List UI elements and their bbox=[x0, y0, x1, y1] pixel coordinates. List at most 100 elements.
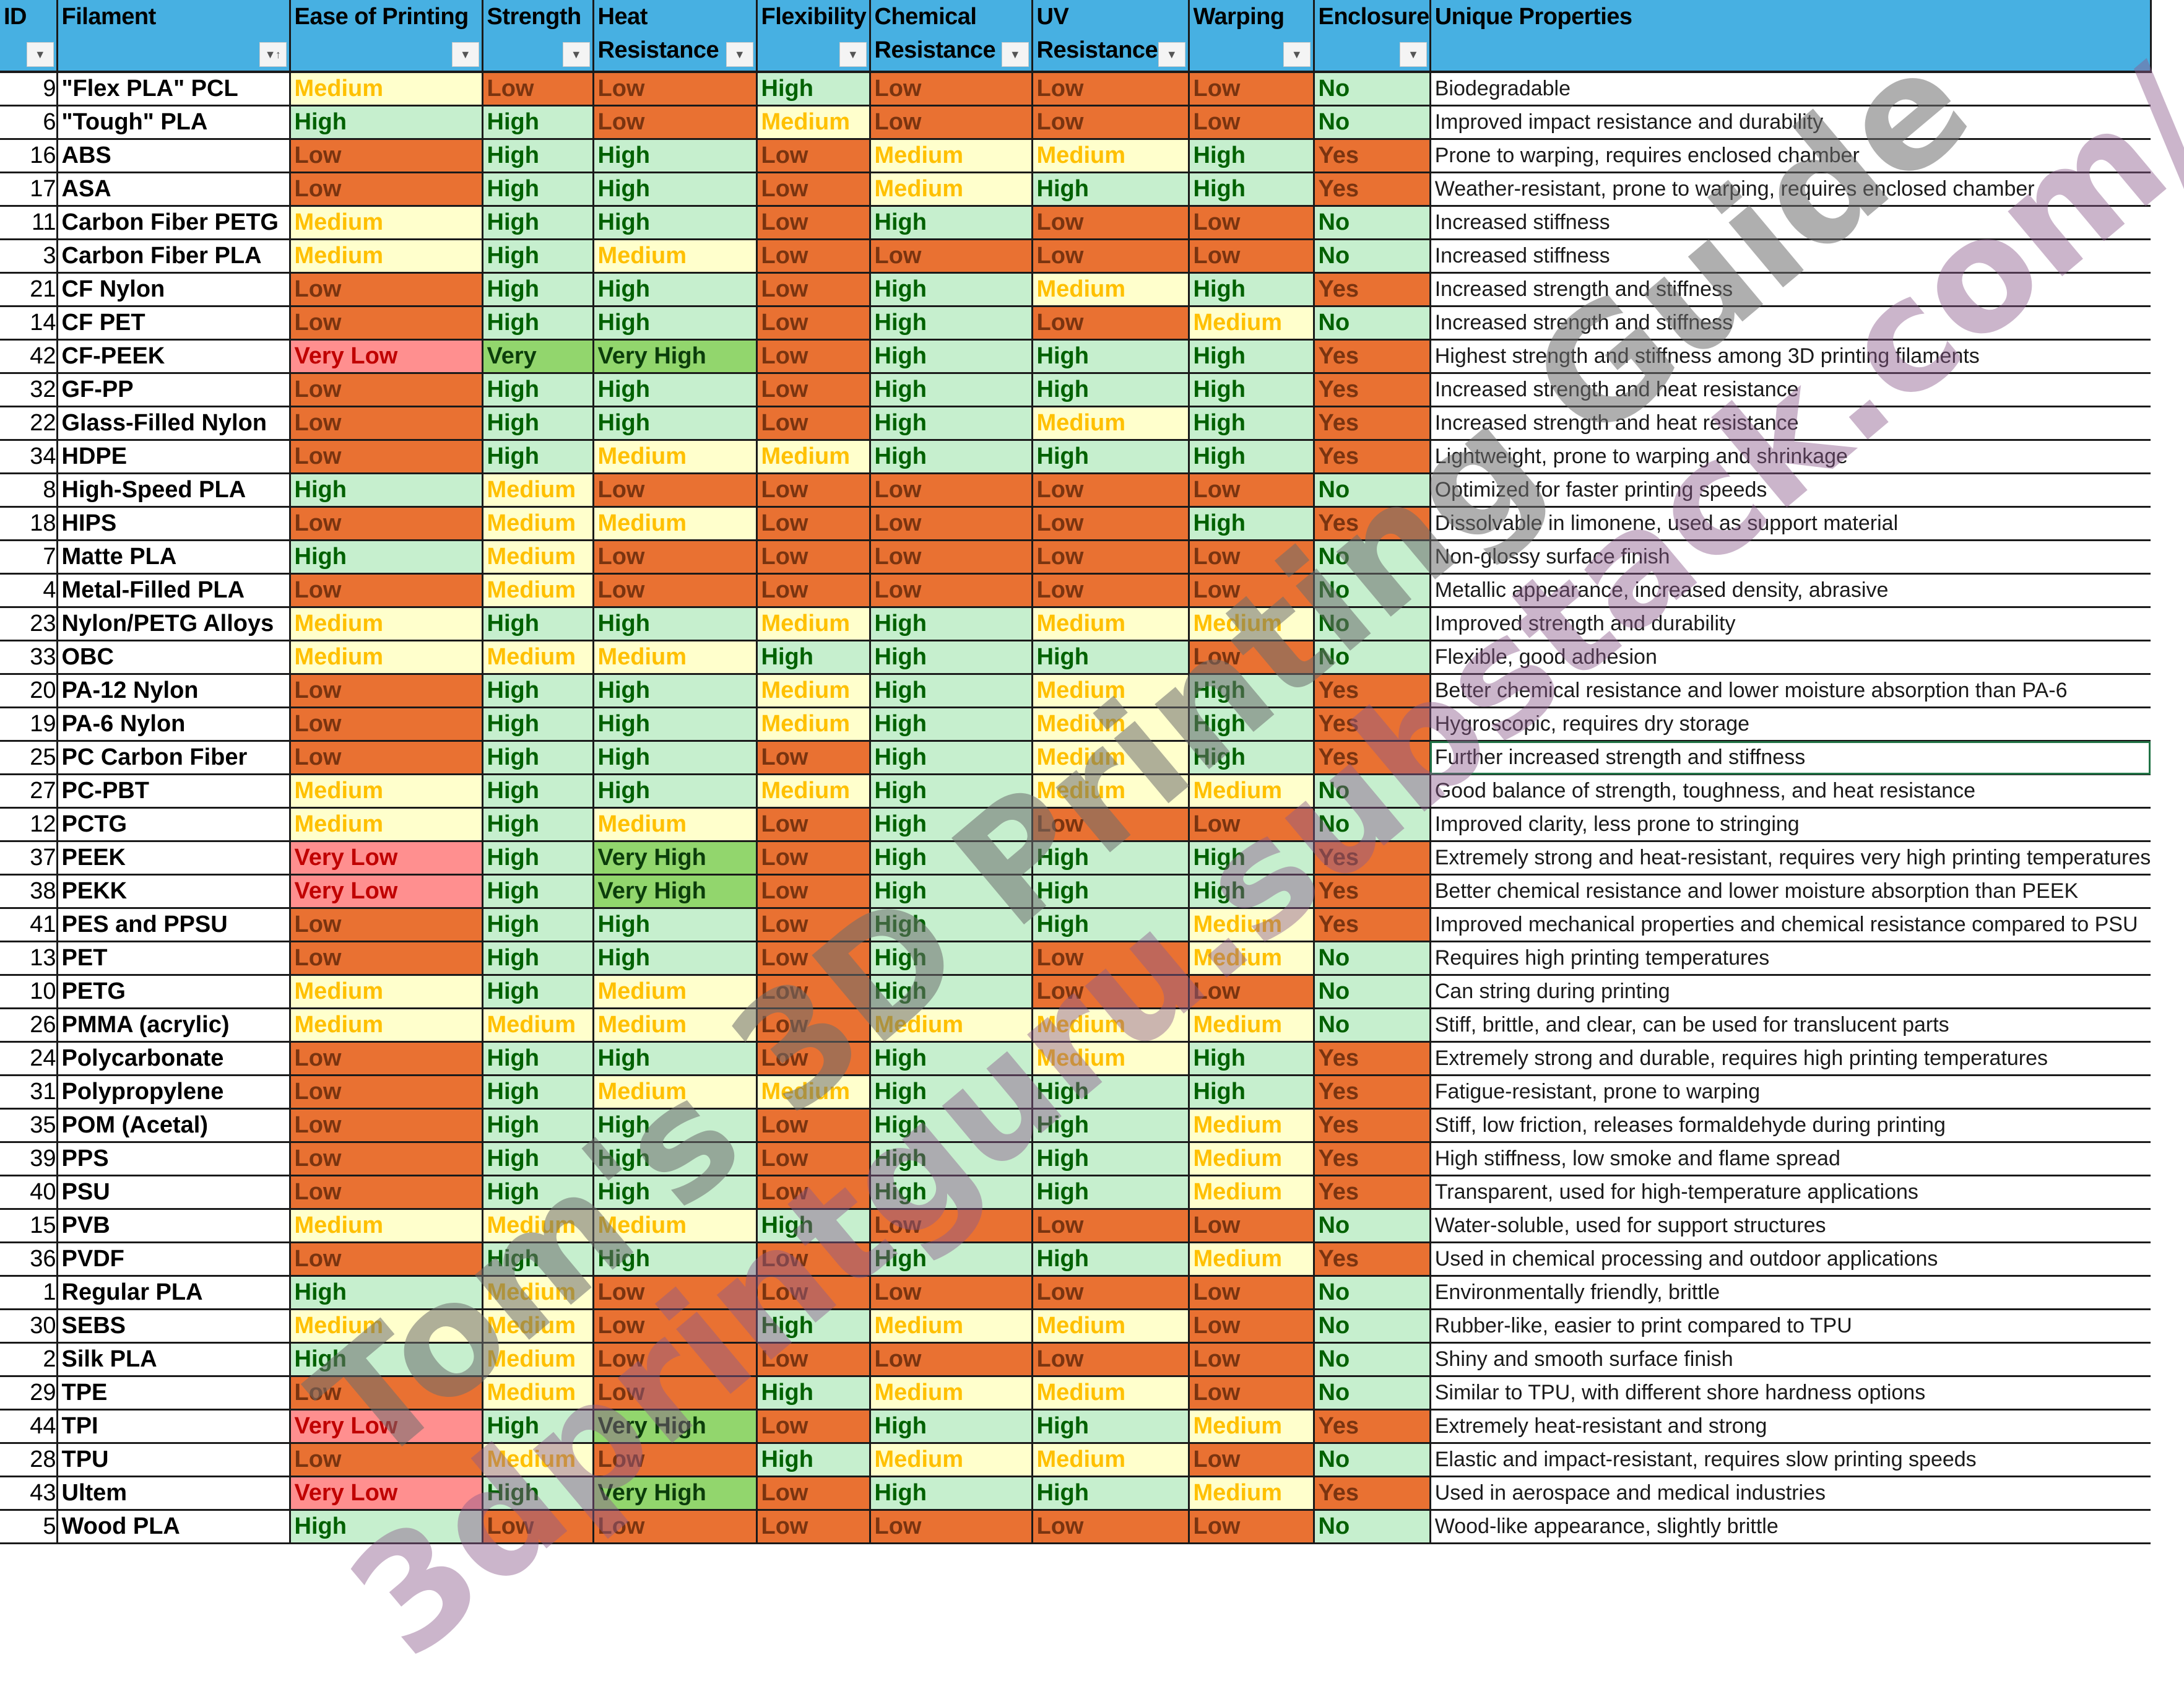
cell-uniq[interactable]: Improved impact resistance and durabilit… bbox=[1430, 105, 2151, 140]
cell-enc[interactable]: Yes bbox=[1314, 674, 1431, 708]
cell-filament[interactable]: CF Nylon bbox=[57, 272, 291, 307]
cell-uv[interactable]: Low bbox=[1032, 306, 1190, 341]
cell-chem[interactable]: Low bbox=[870, 1342, 1033, 1377]
cell-chem[interactable]: Low bbox=[870, 540, 1033, 575]
cell-filament[interactable]: Carbon Fiber PETG bbox=[57, 206, 291, 240]
cell-strength[interactable]: High bbox=[482, 741, 594, 775]
cell-warp[interactable]: Low bbox=[1189, 206, 1315, 240]
cell-ease[interactable]: Low bbox=[290, 1142, 483, 1176]
cell-heat[interactable]: Medium bbox=[593, 640, 758, 675]
cell-filament[interactable]: TPI bbox=[57, 1409, 291, 1444]
cell-chem[interactable]: Medium bbox=[870, 139, 1033, 173]
cell-heat[interactable]: High bbox=[593, 908, 758, 942]
cell-chem[interactable]: High bbox=[870, 1108, 1033, 1143]
cell-heat[interactable]: Very High bbox=[593, 339, 758, 374]
cell-strength[interactable]: High bbox=[482, 1041, 594, 1076]
cell-strength[interactable]: High bbox=[482, 807, 594, 842]
cell-uniq[interactable]: Water-soluble, used for support structur… bbox=[1430, 1209, 2151, 1243]
cell-filament[interactable]: Matte PLA bbox=[57, 540, 291, 575]
cell-heat[interactable]: High bbox=[593, 1175, 758, 1210]
cell-uv[interactable]: Medium bbox=[1032, 741, 1190, 775]
cell-filament[interactable]: Nylon/PETG Alloys bbox=[57, 607, 291, 641]
cell-heat[interactable]: Medium bbox=[593, 1008, 758, 1043]
cell-chem[interactable]: High bbox=[870, 874, 1033, 909]
cell-filament[interactable]: PSU bbox=[57, 1175, 291, 1210]
cell-enc[interactable]: No bbox=[1314, 473, 1431, 508]
cell-heat[interactable]: High bbox=[593, 1108, 758, 1143]
cell-uniq[interactable]: Good balance of strength, toughness, and… bbox=[1430, 774, 2151, 809]
cell-uv[interactable]: Medium bbox=[1032, 272, 1190, 307]
cell-flex[interactable]: Low bbox=[756, 573, 871, 608]
cell-uv[interactable]: Medium bbox=[1032, 1008, 1190, 1043]
cell-strength[interactable]: High bbox=[482, 206, 594, 240]
cell-enc[interactable]: No bbox=[1314, 807, 1431, 842]
cell-uv[interactable]: High bbox=[1032, 1476, 1190, 1511]
cell-warp[interactable]: High bbox=[1189, 741, 1315, 775]
cell-heat[interactable]: Low bbox=[593, 1276, 758, 1310]
cell-flex[interactable]: Low bbox=[756, 1276, 871, 1310]
cell-enc[interactable]: Yes bbox=[1314, 1108, 1431, 1143]
cell-strength[interactable]: High bbox=[482, 874, 594, 909]
cell-heat[interactable]: High bbox=[593, 272, 758, 307]
cell-id[interactable]: 37 bbox=[0, 841, 58, 876]
cell-enc[interactable]: Yes bbox=[1314, 1242, 1431, 1277]
cell-flex[interactable]: Low bbox=[756, 473, 871, 508]
cell-warp[interactable]: Medium bbox=[1189, 941, 1315, 976]
cell-warp[interactable]: High bbox=[1189, 172, 1315, 207]
cell-warp[interactable]: High bbox=[1189, 373, 1315, 407]
cell-uniq[interactable]: Weather-resistant, prone to warping, req… bbox=[1430, 172, 2151, 207]
cell-strength[interactable]: High bbox=[482, 139, 594, 173]
cell-heat[interactable]: High bbox=[593, 306, 758, 341]
cell-heat[interactable]: High bbox=[593, 674, 758, 708]
cell-id[interactable]: 44 bbox=[0, 1409, 58, 1444]
cell-uv[interactable]: High bbox=[1032, 640, 1190, 675]
cell-id[interactable]: 25 bbox=[0, 741, 58, 775]
cell-ease[interactable]: Low bbox=[290, 440, 483, 474]
cell-flex[interactable]: Low bbox=[756, 172, 871, 207]
cell-filament[interactable]: POM (Acetal) bbox=[57, 1108, 291, 1143]
cell-heat[interactable]: Medium bbox=[593, 807, 758, 842]
cell-warp[interactable]: Medium bbox=[1189, 1008, 1315, 1043]
cell-heat[interactable]: High bbox=[593, 139, 758, 173]
cell-chem[interactable]: High bbox=[870, 1175, 1033, 1210]
cell-strength[interactable]: Medium bbox=[482, 1443, 594, 1477]
cell-filament[interactable]: SEBS bbox=[57, 1309, 291, 1344]
cell-heat[interactable]: High bbox=[593, 1041, 758, 1076]
cell-ease[interactable]: Very Low bbox=[290, 874, 483, 909]
cell-strength[interactable]: Medium bbox=[482, 1309, 594, 1344]
cell-flex[interactable]: Low bbox=[756, 841, 871, 876]
cell-warp[interactable]: Low bbox=[1189, 1510, 1315, 1544]
cell-id[interactable]: 26 bbox=[0, 1008, 58, 1043]
cell-heat[interactable]: Medium bbox=[593, 239, 758, 274]
cell-chem[interactable]: High bbox=[870, 640, 1033, 675]
cell-chem[interactable]: Medium bbox=[870, 172, 1033, 207]
cell-uniq[interactable]: Shiny and smooth surface finish bbox=[1430, 1342, 2151, 1377]
cell-strength[interactable]: High bbox=[482, 774, 594, 809]
cell-strength[interactable]: High bbox=[482, 105, 594, 140]
cell-warp[interactable]: Medium bbox=[1189, 1242, 1315, 1277]
cell-warp[interactable]: Medium bbox=[1189, 774, 1315, 809]
cell-uniq[interactable]: Used in chemical processing and outdoor … bbox=[1430, 1242, 2151, 1277]
cell-warp[interactable]: High bbox=[1189, 1075, 1315, 1110]
cell-enc[interactable]: No bbox=[1314, 540, 1431, 575]
cell-chem[interactable]: High bbox=[870, 440, 1033, 474]
cell-id[interactable]: 8 bbox=[0, 473, 58, 508]
cell-flex[interactable]: Low bbox=[756, 807, 871, 842]
selected-cell-uniq[interactable]: Further increased strength and stiffness bbox=[1430, 741, 2151, 775]
cell-heat[interactable]: Low bbox=[593, 473, 758, 508]
column-header-heat[interactable]: Heat Resistance ▼ bbox=[593, 0, 758, 73]
cell-uniq[interactable]: Increased strength and stiffness bbox=[1430, 272, 2151, 307]
cell-filament[interactable]: GF-PP bbox=[57, 373, 291, 407]
filter-dropdown-icon[interactable]: ▼ bbox=[1399, 42, 1427, 67]
cell-warp[interactable]: Low bbox=[1189, 807, 1315, 842]
cell-ease[interactable]: Low bbox=[290, 941, 483, 976]
cell-enc[interactable]: Yes bbox=[1314, 908, 1431, 942]
cell-id[interactable]: 30 bbox=[0, 1309, 58, 1344]
cell-warp[interactable]: High bbox=[1189, 406, 1315, 441]
cell-uv[interactable]: High bbox=[1032, 841, 1190, 876]
cell-enc[interactable]: No bbox=[1314, 72, 1431, 107]
cell-warp[interactable]: Low bbox=[1189, 540, 1315, 575]
cell-uniq[interactable]: Stiff, low friction, releases formaldehy… bbox=[1430, 1108, 2151, 1143]
column-header-warp[interactable]: Warping ▼ bbox=[1189, 0, 1315, 73]
cell-filament[interactable]: PET bbox=[57, 941, 291, 976]
